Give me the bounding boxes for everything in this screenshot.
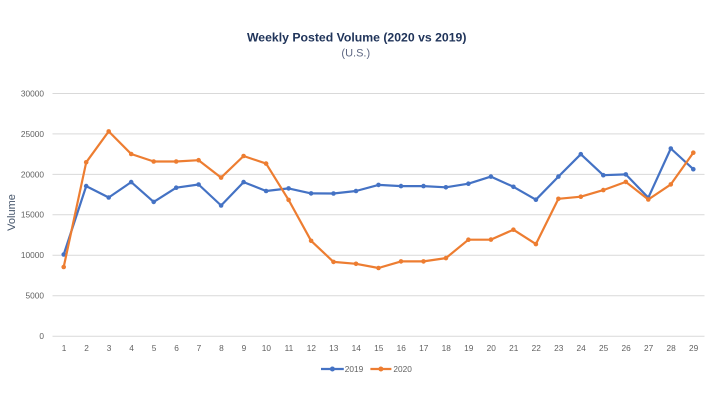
svg-text:2019: 2019 bbox=[345, 364, 364, 374]
svg-text:10: 10 bbox=[262, 343, 272, 353]
svg-text:20000: 20000 bbox=[21, 169, 44, 179]
svg-text:24: 24 bbox=[576, 343, 586, 353]
svg-text:8: 8 bbox=[219, 343, 224, 353]
svg-text:0: 0 bbox=[39, 331, 44, 341]
svg-text:(U.S.): (U.S.) bbox=[341, 48, 370, 60]
svg-text:11: 11 bbox=[285, 343, 294, 353]
svg-text:9: 9 bbox=[242, 343, 247, 353]
svg-text:2: 2 bbox=[84, 343, 89, 353]
svg-text:14: 14 bbox=[352, 343, 362, 353]
svg-text:18: 18 bbox=[442, 343, 452, 353]
svg-text:1: 1 bbox=[62, 343, 67, 353]
svg-text:30000: 30000 bbox=[21, 88, 44, 98]
svg-text:5: 5 bbox=[152, 343, 157, 353]
svg-text:2020: 2020 bbox=[393, 364, 412, 374]
svg-text:Weekly Posted Volume (2020 vs: Weekly Posted Volume (2020 vs 2019) bbox=[247, 31, 466, 45]
svg-text:12: 12 bbox=[307, 343, 317, 353]
svg-text:5000: 5000 bbox=[26, 291, 45, 301]
svg-text:20: 20 bbox=[487, 343, 497, 353]
svg-text:7: 7 bbox=[197, 343, 202, 353]
svg-text:3: 3 bbox=[107, 343, 112, 353]
svg-text:25000: 25000 bbox=[21, 129, 44, 139]
svg-text:27: 27 bbox=[644, 343, 654, 353]
svg-text:6: 6 bbox=[174, 343, 179, 353]
svg-text:23: 23 bbox=[554, 343, 564, 353]
svg-text:26: 26 bbox=[621, 343, 631, 353]
svg-text:10000: 10000 bbox=[21, 250, 44, 260]
svg-text:19: 19 bbox=[464, 343, 474, 353]
svg-text:25: 25 bbox=[599, 343, 609, 353]
svg-text:29: 29 bbox=[689, 343, 699, 353]
svg-text:28: 28 bbox=[666, 343, 676, 353]
svg-text:21: 21 bbox=[509, 343, 519, 353]
svg-text:Volume: Volume bbox=[6, 194, 18, 231]
svg-text:17: 17 bbox=[419, 343, 429, 353]
svg-text:22: 22 bbox=[532, 343, 542, 353]
svg-text:15000: 15000 bbox=[21, 210, 44, 220]
svg-text:4: 4 bbox=[129, 343, 134, 353]
svg-text:13: 13 bbox=[329, 343, 339, 353]
svg-text:16: 16 bbox=[397, 343, 407, 353]
svg-text:15: 15 bbox=[374, 343, 384, 353]
